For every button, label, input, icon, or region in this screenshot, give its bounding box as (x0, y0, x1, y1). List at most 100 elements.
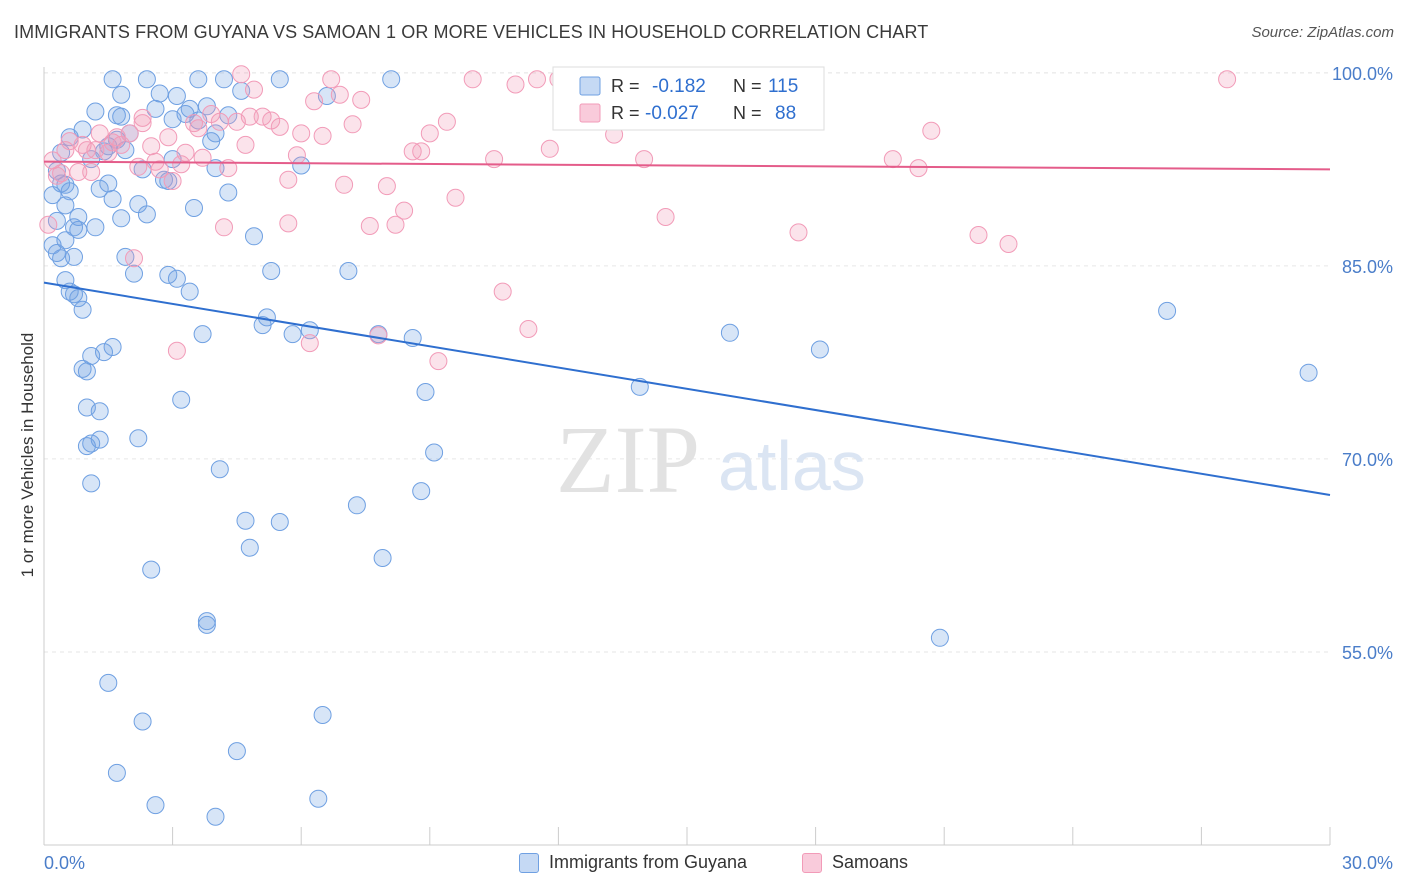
guyana-point-98 (142, 560, 161, 579)
guyana-point-5 (52, 249, 71, 268)
samoans-point-80 (1218, 70, 1237, 89)
guyana-point-103 (227, 742, 246, 761)
samoans-point-39 (287, 146, 306, 165)
samoans-point-41 (300, 334, 319, 353)
guyana-point-90 (189, 70, 208, 89)
samoans-point-20 (163, 172, 182, 190)
samoans-point-32 (236, 135, 255, 154)
watermark-zip: ZIP (556, 406, 700, 513)
source-label: Source: ZipAtlas.com (1251, 24, 1394, 41)
stats-r-value-1: -0.182 (652, 76, 706, 97)
samoans-point-63 (506, 75, 525, 94)
guyana-point-97 (90, 179, 109, 198)
guyana-point-25 (86, 218, 105, 237)
x-tick-labels: 0.0% 30.0% (44, 853, 1393, 873)
guyana-point-68 (283, 325, 302, 344)
samoans-point-75 (883, 150, 902, 169)
samoans-point-86 (52, 164, 71, 183)
samoans-point-48 (352, 90, 371, 109)
stats-n-value-2: 88 (775, 103, 796, 124)
guyana-point-29 (95, 343, 113, 362)
samoans-point-37 (270, 117, 289, 136)
samoans-point-71 (635, 150, 654, 169)
guyana-point-36 (112, 85, 131, 104)
samoans-point-76 (909, 159, 928, 178)
samoans-point-13 (120, 124, 139, 143)
samoans-point-23 (176, 143, 195, 162)
guyana-point-46 (159, 265, 178, 284)
samoans-point-25 (189, 119, 208, 138)
samoans-point-16 (133, 108, 152, 127)
guyana-point-40 (125, 264, 143, 283)
guyana-point-119 (82, 150, 101, 169)
samoans-point-43 (313, 126, 332, 145)
stats-n-label-1: N = (733, 76, 762, 96)
samoans-point-87 (86, 141, 105, 160)
samoans-point-9 (90, 124, 109, 143)
samoans-point-57 (429, 352, 448, 371)
guyana-point-75 (373, 549, 392, 567)
legend-label-samoans: Samoans (832, 852, 909, 872)
guyana-point-63 (245, 227, 263, 246)
guyana-point-16 (69, 289, 88, 308)
y-axis-title: 1 or more Vehicles in Household (18, 332, 37, 578)
grid-lines (44, 72, 1330, 653)
guyana-point-2 (47, 211, 66, 230)
guyana-point-84 (1158, 301, 1177, 320)
samoans-point-21 (167, 341, 186, 360)
y-tick-label-3: 100.0% (1332, 64, 1393, 84)
samoans-point-58 (437, 112, 456, 131)
samoans-point-59 (446, 188, 465, 207)
samoans-point-33 (240, 107, 259, 126)
guyana-point-52 (185, 199, 203, 217)
guyana-point-17 (73, 300, 92, 319)
y-tick-labels: 55.0% 70.0% 85.0% 100.0% (1332, 64, 1393, 663)
samoans-point-22 (172, 155, 191, 174)
guyana-point-51 (180, 282, 199, 301)
guyana-point-78 (416, 383, 435, 401)
guyana-point-58 (210, 460, 229, 479)
guyana-point-101 (99, 673, 118, 692)
guyana-point-92 (270, 70, 289, 89)
samoans-point-34 (245, 80, 263, 99)
x-tick-label-0: 0.0% (44, 853, 85, 873)
stats-n-label-2: N = (733, 103, 762, 123)
trend-line-0 (43, 281, 1331, 496)
guyana-point-41 (129, 429, 148, 448)
guyana-point-100 (197, 612, 216, 631)
guyana-point-72 (339, 262, 358, 280)
stats-swatch-samoans (579, 103, 601, 123)
y-tick-label-1: 70.0% (1342, 450, 1393, 470)
samoans-point-17 (142, 137, 161, 156)
samoans-point-46 (335, 175, 354, 194)
samoans-point-56 (420, 124, 439, 143)
samoans-point-79 (999, 235, 1018, 253)
samoans-point-62 (493, 282, 512, 301)
guyana-point-89 (137, 70, 156, 89)
guyana-point-88 (103, 70, 122, 89)
samoans-point-31 (232, 65, 251, 84)
guyana-point-49 (167, 269, 186, 288)
guyana-point-106 (206, 807, 225, 826)
samoans-point-3 (56, 141, 75, 160)
guyana-point-19 (77, 362, 96, 381)
samoans-point-38 (279, 170, 298, 189)
stats-r-label-2: R = (611, 103, 640, 123)
guyana-point-23 (82, 434, 101, 453)
guyana-point-66 (262, 262, 281, 280)
samoans-point-78 (969, 226, 988, 244)
samoans-point-15 (129, 157, 148, 176)
samoans-point-53 (395, 201, 414, 220)
guyana-point-59 (219, 183, 238, 202)
guyana-point-73 (347, 496, 366, 515)
chart-title: IMMIGRANTS FROM GUYANA VS SAMOAN 1 OR MO… (14, 22, 929, 42)
guyana-point-108 (313, 706, 332, 724)
guyana-point-85 (1299, 363, 1318, 382)
samoans-point-35 (253, 107, 272, 126)
guyana-point-96 (202, 132, 221, 151)
samoans-point-19 (159, 128, 178, 147)
guyana-point-67 (270, 513, 289, 531)
guyana-point-27 (90, 402, 109, 421)
guyana-point-14 (69, 208, 88, 226)
guyana-point-114 (180, 99, 199, 118)
